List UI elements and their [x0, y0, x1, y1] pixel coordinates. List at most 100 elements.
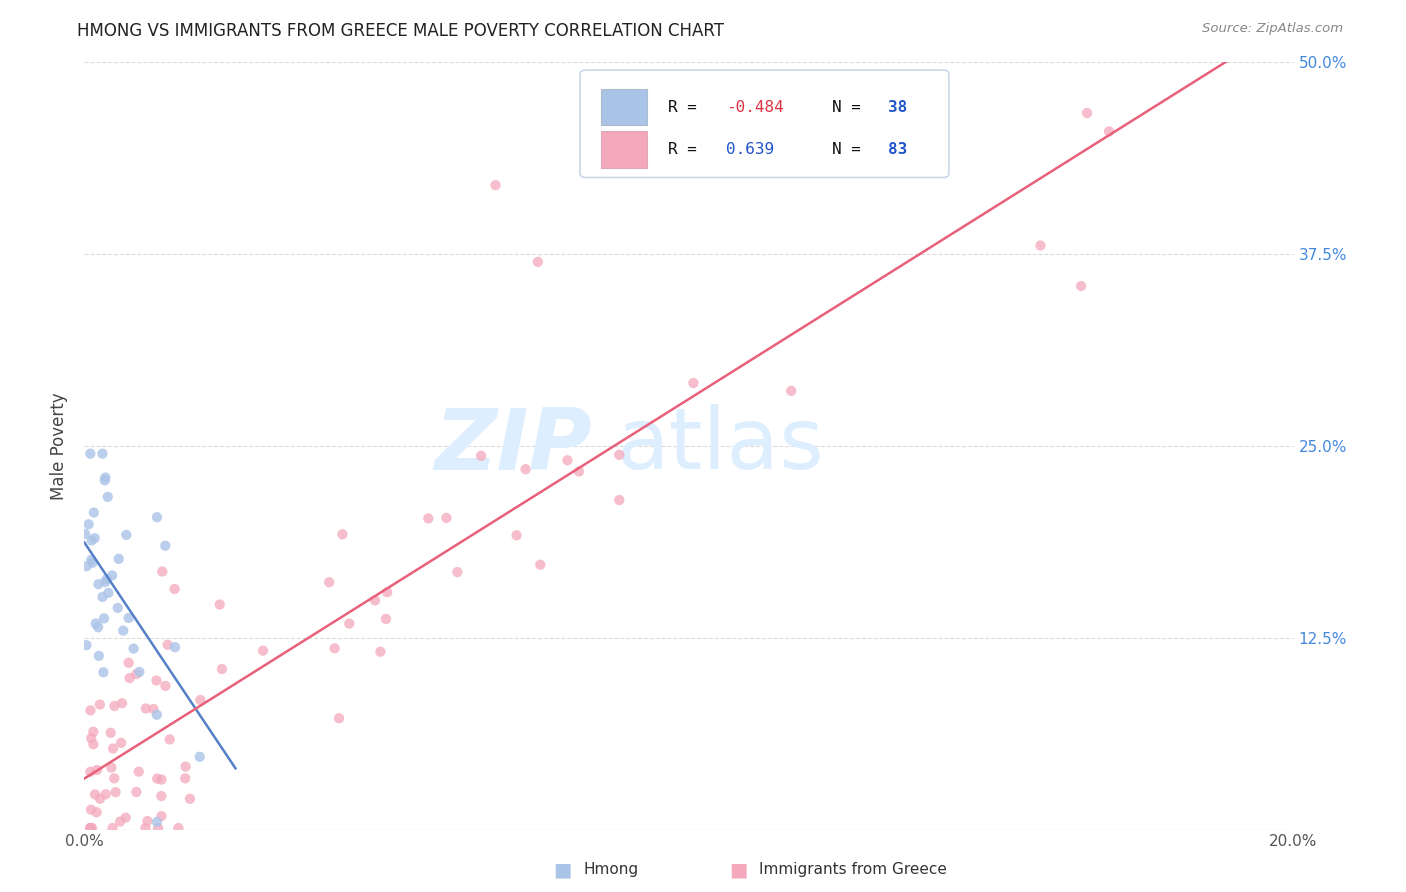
- Point: [103, 698, 125, 713]
- Point: [89, 698, 111, 712]
- Point: [80, 731, 103, 746]
- Point: [150, 772, 173, 787]
- Point: [100, 726, 122, 740]
- Point: [337, 616, 360, 631]
- Bar: [600, 131, 647, 168]
- Point: [91, 447, 114, 461]
- Point: [122, 641, 145, 656]
- Bar: [600, 89, 647, 126]
- Point: [136, 814, 159, 828]
- Point: [332, 527, 354, 541]
- Point: [94, 787, 117, 801]
- Point: [557, 453, 579, 467]
- Point: [607, 448, 630, 462]
- Text: R =: R =: [668, 142, 717, 157]
- Point: [76, 559, 98, 574]
- Point: [87, 577, 110, 591]
- Point: [97, 586, 120, 600]
- Point: [93, 665, 115, 680]
- Text: ZIP: ZIP: [434, 404, 592, 488]
- Point: [94, 574, 117, 589]
- Point: [82, 724, 104, 739]
- Text: R =: R =: [668, 100, 707, 115]
- Point: [110, 736, 132, 750]
- Text: N =: N =: [831, 100, 870, 115]
- Point: [318, 575, 340, 590]
- Point: [211, 662, 233, 676]
- Point: [79, 703, 101, 717]
- Text: -0.484: -0.484: [727, 100, 785, 115]
- Point: [780, 384, 803, 398]
- Point: [89, 791, 111, 805]
- Point: [80, 821, 103, 835]
- Point: [446, 565, 468, 579]
- Point: [80, 533, 103, 548]
- Point: [163, 582, 186, 596]
- Point: [484, 178, 506, 193]
- Point: [97, 490, 120, 504]
- Point: [156, 638, 179, 652]
- Point: [188, 749, 211, 764]
- Point: [252, 643, 274, 657]
- Point: [103, 772, 125, 786]
- Text: Hmong: Hmong: [583, 863, 638, 877]
- Point: [150, 789, 173, 803]
- Point: [107, 601, 129, 615]
- Point: [163, 640, 186, 655]
- Point: [80, 553, 103, 567]
- Point: [79, 821, 101, 835]
- Point: [1029, 238, 1052, 252]
- Text: 38: 38: [889, 100, 908, 115]
- Point: [96, 572, 118, 586]
- Point: [128, 665, 150, 679]
- Point: [150, 565, 173, 579]
- Point: [146, 510, 169, 524]
- Point: [79, 821, 101, 835]
- Point: [94, 474, 117, 488]
- Point: [93, 611, 115, 625]
- Text: atlas: atlas: [616, 404, 824, 488]
- Point: [100, 760, 122, 774]
- Point: [77, 517, 100, 532]
- Point: [87, 620, 110, 634]
- Point: [125, 785, 148, 799]
- Point: [111, 696, 134, 710]
- Text: Source: ZipAtlas.com: Source: ZipAtlas.com: [1202, 22, 1343, 36]
- Text: HMONG VS IMMIGRANTS FROM GREECE MALE POVERTY CORRELATION CHART: HMONG VS IMMIGRANTS FROM GREECE MALE POV…: [77, 22, 724, 40]
- Point: [83, 506, 105, 520]
- Point: [145, 673, 167, 688]
- Point: [159, 732, 181, 747]
- Point: [86, 763, 108, 777]
- Point: [607, 493, 630, 508]
- Point: [107, 551, 129, 566]
- Point: [114, 811, 136, 825]
- Point: [115, 528, 138, 542]
- Point: [117, 611, 139, 625]
- Point: [118, 656, 141, 670]
- Point: [79, 447, 101, 461]
- Point: [374, 612, 396, 626]
- Point: [82, 556, 104, 570]
- Text: N =: N =: [831, 142, 870, 157]
- Point: [375, 585, 398, 599]
- Point: [150, 809, 173, 823]
- Point: [84, 616, 107, 631]
- Point: [101, 821, 124, 835]
- Text: Immigrants from Greece: Immigrants from Greece: [759, 863, 948, 877]
- Point: [82, 737, 104, 751]
- Point: [167, 821, 190, 835]
- Point: [91, 590, 114, 604]
- Point: [190, 693, 212, 707]
- Point: [1098, 124, 1121, 138]
- Point: [682, 376, 704, 390]
- Text: ■: ■: [553, 860, 572, 880]
- Point: [155, 539, 177, 553]
- Point: [515, 462, 537, 476]
- Point: [83, 531, 105, 545]
- Point: [101, 568, 124, 582]
- Point: [470, 449, 492, 463]
- Point: [87, 648, 110, 663]
- Point: [94, 470, 117, 484]
- Point: [134, 821, 156, 835]
- Y-axis label: Male Poverty: Male Poverty: [51, 392, 69, 500]
